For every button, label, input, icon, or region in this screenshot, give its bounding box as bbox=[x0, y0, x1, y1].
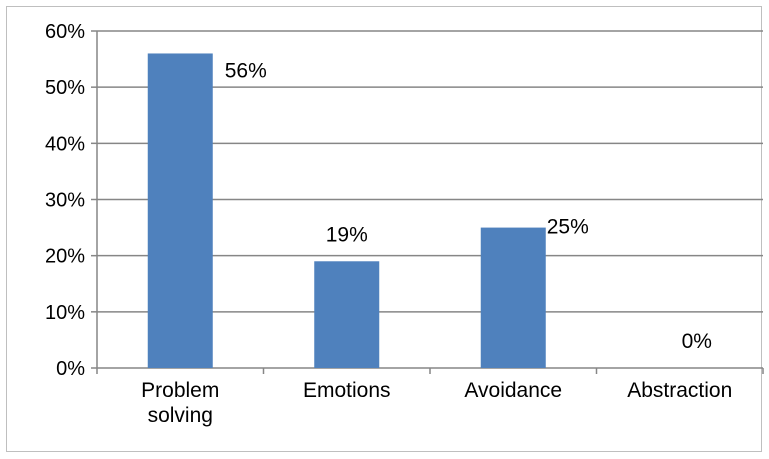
data-label: 25% bbox=[547, 216, 589, 239]
y-tick-label: 0% bbox=[56, 358, 85, 380]
y-tick-labels: 0% 10% 20% 30% 40% 50% 60% bbox=[45, 21, 85, 380]
y-tick-label: 30% bbox=[45, 190, 85, 212]
x-category-label: solving bbox=[148, 404, 213, 427]
x-category-label: Avoidance bbox=[464, 379, 562, 402]
y-tick-label: 40% bbox=[45, 133, 85, 155]
x-category-label: Abstraction bbox=[627, 379, 732, 402]
y-tick-label: 20% bbox=[45, 246, 85, 268]
y-tick-label: 50% bbox=[45, 77, 85, 99]
data-label: 56% bbox=[225, 59, 267, 82]
chart-frame bbox=[6, 6, 762, 452]
data-label: 0% bbox=[682, 330, 712, 353]
bar bbox=[147, 53, 213, 368]
y-tick-label: 10% bbox=[45, 302, 85, 324]
x-category-label: Problem bbox=[141, 379, 219, 402]
y-tick-label: 60% bbox=[45, 21, 85, 43]
bar bbox=[314, 261, 380, 368]
data-label: 19% bbox=[326, 223, 368, 246]
bar bbox=[480, 227, 546, 368]
data-labels: 56% 19% 25% 0% bbox=[225, 59, 712, 353]
axes bbox=[91, 30, 764, 374]
bars bbox=[147, 53, 546, 368]
x-category-label: Emotions bbox=[303, 379, 391, 402]
